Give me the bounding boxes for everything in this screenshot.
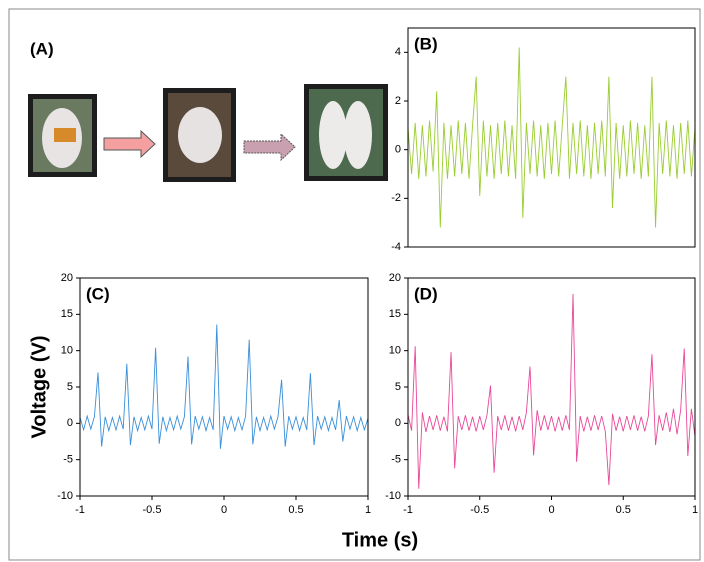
y-tick-label: 15 xyxy=(61,308,73,320)
signal-line xyxy=(407,47,696,228)
y-tick-label: 20 xyxy=(389,272,401,284)
x-tick-label: -0.5 xyxy=(470,504,489,516)
plot-frame xyxy=(407,277,696,497)
x-tick-label: -1 xyxy=(75,504,85,516)
y-tick-label: 5 xyxy=(395,381,401,393)
y-tick-label: 0 xyxy=(395,417,401,429)
x-tick-label: 1 xyxy=(365,504,371,516)
figure-border xyxy=(8,8,701,561)
arrow xyxy=(243,132,296,162)
y-tick-label: 20 xyxy=(61,272,73,284)
arrow xyxy=(103,129,156,159)
plot-frame xyxy=(79,277,369,497)
y-tick-label: 0 xyxy=(395,144,401,156)
y-tick-label: -5 xyxy=(391,454,401,466)
x-axis-label: Time (s) xyxy=(342,529,418,551)
y-tick-label: 10 xyxy=(389,345,401,357)
x-tick-label: 0.5 xyxy=(288,504,303,516)
y-tick-label: 15 xyxy=(389,308,401,320)
y-tick-label: -10 xyxy=(57,490,73,502)
y-tick-label: -10 xyxy=(385,490,401,502)
y-tick-label: 4 xyxy=(395,46,401,58)
signal-line xyxy=(79,324,369,449)
x-tick-label: -0.5 xyxy=(143,504,162,516)
plot-frame xyxy=(407,27,696,248)
panel-label: (A) xyxy=(30,39,54,58)
panel-label: (B) xyxy=(414,34,438,53)
glove xyxy=(319,101,347,169)
x-tick-label: 0.5 xyxy=(616,504,631,516)
y-tick-label: 5 xyxy=(67,381,73,393)
panel-label: (D) xyxy=(414,284,438,303)
x-tick-label: 0 xyxy=(221,504,227,516)
y-tick-label: 10 xyxy=(61,345,73,357)
photo-sequence xyxy=(28,84,388,182)
y-tick-label: -2 xyxy=(391,192,401,204)
y-tick-label: 0 xyxy=(67,417,73,429)
x-tick-label: -1 xyxy=(403,504,413,516)
x-tick-label: 0 xyxy=(548,504,554,516)
y-axis-label: Voltage (V) xyxy=(28,336,50,439)
signal-line xyxy=(407,293,696,489)
y-tick-label: -5 xyxy=(63,454,73,466)
glove xyxy=(344,101,372,169)
panel-label: (C) xyxy=(86,284,110,303)
device xyxy=(54,128,76,142)
x-tick-label: 1 xyxy=(692,504,698,516)
y-tick-label: -4 xyxy=(391,241,401,253)
glove xyxy=(178,107,222,163)
y-tick-label: 2 xyxy=(395,95,401,107)
